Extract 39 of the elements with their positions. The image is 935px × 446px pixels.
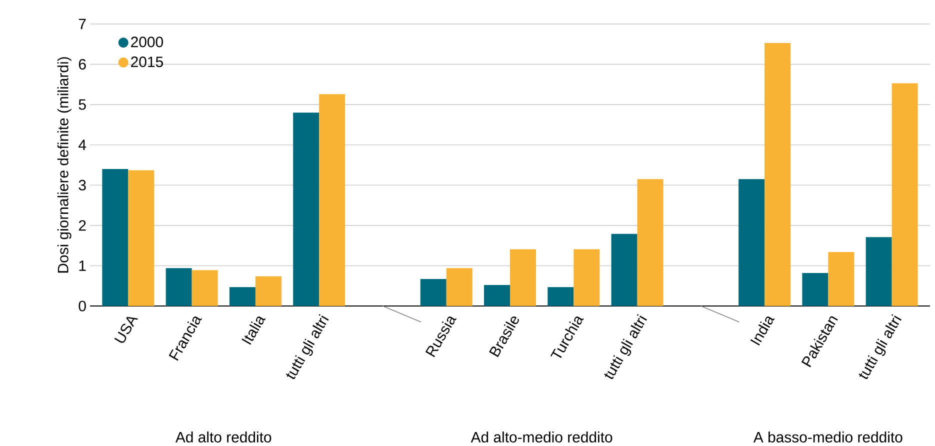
y-tick-label: 4 xyxy=(78,140,86,150)
bar xyxy=(128,170,154,306)
y-tick-label: 7 xyxy=(78,18,86,30)
bar xyxy=(293,112,320,306)
bar xyxy=(319,94,346,306)
bar xyxy=(446,268,472,306)
bar xyxy=(420,279,446,306)
y-tick-label: 5 xyxy=(78,99,86,110)
y-tick-label: 6 xyxy=(78,58,86,70)
legend-label: 2000 xyxy=(131,36,163,48)
bar xyxy=(764,42,791,306)
y-tick-label: 0 xyxy=(78,300,86,312)
x-tick-label: tutti gli altri xyxy=(858,314,902,380)
bar xyxy=(574,249,600,306)
bar xyxy=(166,268,192,306)
y-tick-label: 1 xyxy=(79,260,86,271)
bar xyxy=(611,234,638,306)
bar xyxy=(892,83,918,306)
bar xyxy=(738,179,765,306)
bar xyxy=(866,237,892,306)
text: Ad alto-medio reddito xyxy=(470,432,612,442)
y-axis-title: Dosi giornaliere definite (miliardi) xyxy=(57,57,72,273)
bar xyxy=(229,287,256,306)
y-tick-label: 3 xyxy=(78,180,86,190)
legend-label: 2015 xyxy=(131,56,163,68)
text: Ad alto reddito xyxy=(175,432,272,442)
y-tick-label: 2 xyxy=(78,220,86,231)
bar xyxy=(548,287,574,306)
bar xyxy=(102,169,128,306)
bar xyxy=(828,252,854,306)
bar xyxy=(255,276,282,306)
bar xyxy=(510,249,536,306)
bar xyxy=(192,270,218,306)
text: A basso-medio reddito xyxy=(753,432,902,442)
bar xyxy=(637,179,664,306)
x-tick-label: tutti gli altri xyxy=(604,314,647,380)
bar xyxy=(484,285,510,306)
bar xyxy=(802,272,828,306)
x-tick-label: tutti gli altri xyxy=(286,314,329,380)
